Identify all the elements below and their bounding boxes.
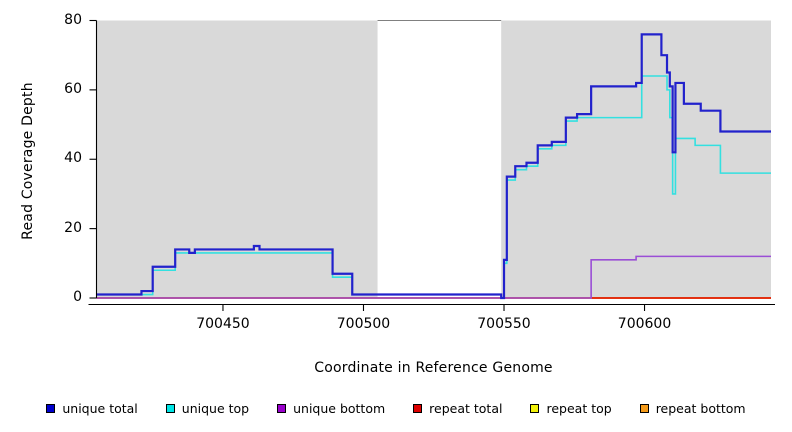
y-tick-label: 0	[73, 289, 82, 305]
legend-label: repeat total	[429, 400, 503, 416]
y-axis-title: Read Coverage Depth	[20, 82, 36, 240]
legend-item-repeat-bottom[interactable]: repeat bottom	[639, 400, 746, 416]
legend-label: unique top	[181, 400, 250, 416]
x-tick-label: 700600	[617, 316, 672, 332]
x-tick-label: 700550	[477, 316, 531, 332]
legend-item-unique-bottom[interactable]: unique bottom	[277, 401, 385, 416]
legend-item-unique-top[interactable]: unique top	[165, 400, 250, 416]
legend-label: unique total	[62, 400, 138, 416]
legend-item-unique-total[interactable]: unique total	[46, 400, 138, 416]
legend-swatch-icon	[413, 403, 423, 413]
legend-swatch-icon	[165, 403, 175, 413]
legend-swatch-icon	[530, 403, 540, 413]
legend-swatch-icon	[46, 403, 56, 413]
series-line-unique-bottom	[96, 255, 771, 299]
x-tick-label: 700450	[196, 316, 250, 332]
legend-swatch-icon	[639, 403, 649, 413]
y-tick-label: 20	[64, 219, 82, 236]
y-tick-label: 60	[64, 80, 82, 97]
x-axis-title: Coordinate in Reference Genome	[314, 360, 553, 376]
legend-swatch-icon	[277, 403, 287, 413]
legend-item-repeat-total[interactable]: repeat total	[413, 401, 502, 416]
chart-legend: unique total unique top unique bottom repea…	[0, 398, 792, 418]
legend-item-repeat-top[interactable]: repeat top	[530, 400, 612, 416]
legend-label: repeat bottom	[655, 400, 746, 416]
y-tick-label: 80	[64, 11, 82, 28]
x-tick-label: 700500	[336, 316, 391, 332]
coverage-gap-region	[377, 20, 502, 298]
series-line-unique-total	[96, 33, 771, 300]
y-tick-label: 40	[64, 150, 82, 167]
legend-label: repeat top	[546, 400, 612, 416]
legend-label: unique bottom	[293, 400, 386, 416]
